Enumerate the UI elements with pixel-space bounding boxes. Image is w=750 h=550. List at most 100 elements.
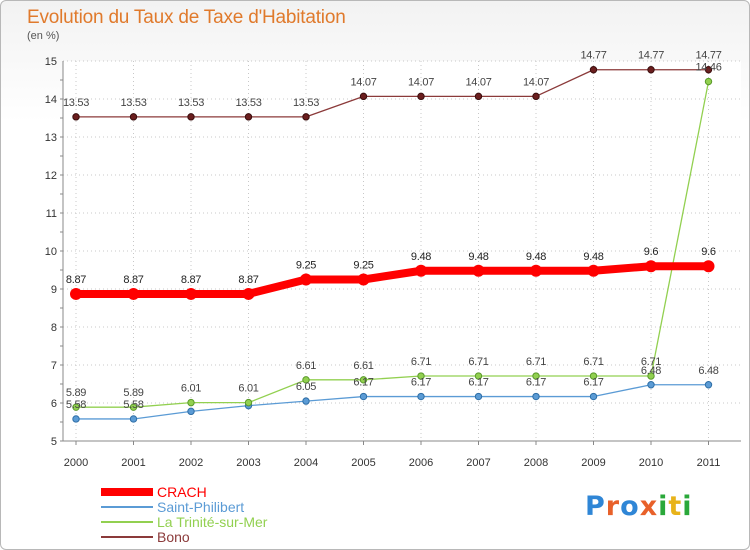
- data-point: [587, 264, 600, 277]
- data-label: 14.07: [465, 76, 491, 88]
- data-label: 14.46: [695, 62, 721, 74]
- data-label: 6.01: [238, 383, 258, 395]
- x-tick-label: 2007: [466, 457, 490, 469]
- data-point: [530, 264, 542, 277]
- y-tick-label: 15: [45, 56, 57, 68]
- logo-letter: t: [668, 491, 683, 522]
- data-label: 13.53: [120, 97, 146, 109]
- data-point: [474, 92, 483, 101]
- data-point: [72, 403, 80, 411]
- x-tick-label: 2006: [409, 457, 433, 469]
- data-label: 13.53: [63, 97, 89, 109]
- data-point: [187, 407, 195, 416]
- data-label: 9.6: [644, 246, 659, 258]
- legend-label: La Trinité-sur-Mer: [157, 514, 268, 530]
- data-label: 6.71: [641, 356, 661, 368]
- y-tick-label: 12: [45, 170, 57, 182]
- data-point: [187, 398, 195, 407]
- data-point: [185, 287, 197, 300]
- data-point: [647, 372, 655, 380]
- data-point: [129, 403, 138, 411]
- logo-letter: r: [605, 491, 621, 522]
- y-tick-label: 9: [51, 284, 57, 296]
- data-label: 9.48: [583, 251, 603, 263]
- data-label: 6.01: [181, 383, 201, 395]
- series-line: [76, 262, 709, 298]
- chart-unit: (en %): [27, 30, 60, 42]
- data-label: 14.77: [638, 50, 664, 62]
- legend-swatch: [101, 536, 153, 538]
- data-label: 9.25: [353, 260, 373, 272]
- data-point: [532, 372, 540, 380]
- data-label: 8.87: [66, 274, 86, 286]
- data-point: [129, 415, 138, 423]
- data-label: 5.58: [66, 399, 86, 411]
- series-line: [76, 69, 709, 118]
- data-point: [589, 66, 598, 74]
- data-point: [302, 376, 310, 384]
- logo-letter: o: [620, 491, 640, 522]
- data-point: [357, 273, 370, 286]
- data-label: 9.25: [296, 260, 316, 272]
- data-point: [417, 392, 425, 401]
- data-label: 8.87: [123, 274, 143, 286]
- data-label: 9.6: [701, 246, 716, 258]
- data-label: 8.87: [181, 274, 201, 286]
- data-point: [244, 113, 253, 121]
- data-label: 6.71: [526, 356, 546, 368]
- data-label: 14.77: [580, 50, 606, 62]
- data-point: [532, 92, 540, 101]
- series-line: [76, 81, 710, 408]
- data-label: 5.89: [66, 387, 86, 399]
- data-point: [244, 398, 253, 407]
- y-tick-label: 11: [46, 208, 57, 220]
- data-point: [72, 113, 80, 121]
- data-label: 6.17: [353, 377, 373, 389]
- data-label: 9.48: [411, 251, 431, 263]
- series-line: [76, 384, 709, 420]
- data-label: 14.07: [408, 76, 434, 88]
- y-tick-label: 10: [45, 246, 57, 258]
- data-point: [704, 77, 713, 86]
- data-point: [417, 92, 425, 101]
- y-tick-label: 7: [51, 360, 57, 372]
- data-point: [704, 381, 713, 389]
- data-point: [300, 273, 312, 286]
- logo-letter: i: [682, 491, 693, 522]
- data-point: [472, 264, 485, 277]
- data-label: 6.71: [411, 356, 431, 368]
- x-tick-label: 2005: [351, 457, 375, 469]
- data-point: [704, 66, 713, 74]
- data-label: 6.61: [296, 360, 316, 372]
- legend-swatch: [101, 506, 153, 508]
- data-label: 6.48: [641, 365, 661, 377]
- data-label: 14.07: [523, 76, 549, 88]
- logo-letter: x: [639, 491, 659, 522]
- x-tick-label: 2010: [639, 457, 663, 469]
- logo-letter: P: [585, 491, 606, 522]
- data-point: [589, 372, 598, 380]
- x-tick-label: 2008: [524, 457, 548, 469]
- data-label: 6.71: [583, 356, 603, 368]
- chart-title: Evolution du Taux de Taxe d'Habitation: [27, 7, 346, 28]
- data-label: 6.61: [353, 360, 373, 372]
- data-label: 6.48: [698, 365, 718, 377]
- data-label: 14.07: [350, 76, 376, 88]
- data-point: [302, 113, 310, 121]
- data-point: [647, 66, 655, 74]
- data-label: 6.17: [468, 377, 488, 389]
- data-point: [702, 260, 715, 273]
- data-label: 6.17: [583, 377, 603, 389]
- y-tick-label: 5: [51, 436, 57, 448]
- data-point: [359, 392, 368, 401]
- data-label: 5.58: [123, 399, 143, 411]
- data-point: [129, 113, 138, 121]
- x-tick-label: 2000: [64, 457, 88, 469]
- data-point: [302, 397, 310, 405]
- data-point: [417, 372, 425, 380]
- data-label: 6.05: [296, 381, 316, 393]
- data-point: [359, 92, 368, 101]
- data-label: 13.53: [293, 97, 319, 109]
